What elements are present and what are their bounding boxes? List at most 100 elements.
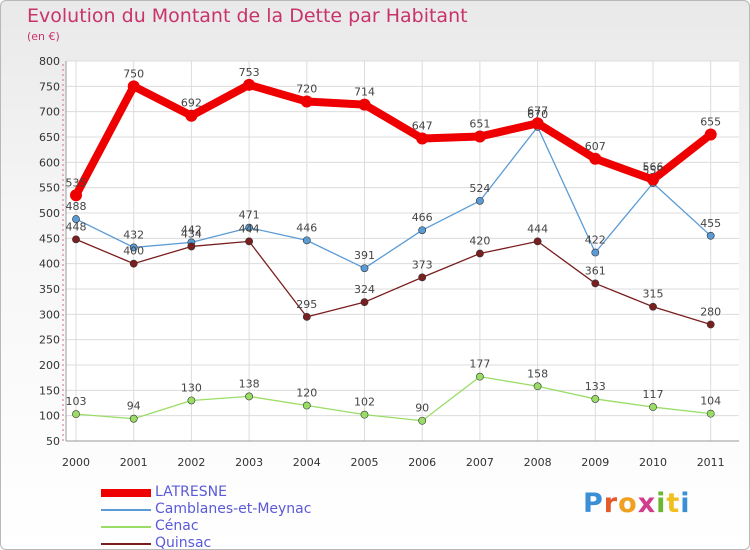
data-label-camblanes-et-meynac: 471: [239, 209, 260, 222]
legend-swatch-camblanes: [101, 509, 151, 511]
data-point-cenac: [187, 396, 196, 405]
x-tick-label: 2009: [581, 456, 609, 469]
data-point-camblanes-et-meynac: [591, 248, 600, 257]
data-label-quinsac: 444: [239, 222, 260, 235]
legend-swatch-cenac: [101, 526, 151, 528]
data-label-cenac: 133: [585, 380, 606, 393]
x-tick-label: 2005: [351, 456, 379, 469]
data-point-cenac: [302, 401, 311, 410]
data-point-latresne: [358, 98, 371, 111]
data-point-quinsac: [302, 312, 311, 321]
data-label-latresne: 607: [585, 140, 606, 153]
data-point-cenac: [360, 410, 369, 419]
x-tick-label: 2003: [235, 456, 263, 469]
data-point-quinsac: [245, 237, 253, 246]
y-tick-label: 300: [39, 308, 60, 321]
data-label-quinsac: 400: [123, 245, 144, 258]
data-point-camblanes-et-meynac: [475, 196, 484, 205]
data-point-quinsac: [475, 249, 484, 258]
data-label-latresne: 647: [412, 120, 433, 133]
y-tick-label: 500: [39, 207, 60, 220]
legend-label-quinsac: Quinsac: [155, 535, 212, 550]
y-tick-label: 100: [39, 410, 60, 423]
legend-swatch-latresne: [101, 489, 151, 497]
y-tick-label: 200: [39, 359, 60, 372]
series-line-cenac: [75, 376, 712, 422]
data-label-latresne: 753: [239, 66, 260, 79]
data-point-quinsac: [360, 298, 369, 307]
data-label-cenac: 104: [700, 395, 721, 408]
data-point-latresne: [70, 189, 82, 202]
x-tick-label: 2000: [62, 456, 90, 469]
data-label-quinsac: 420: [469, 235, 490, 248]
data-point-cenac: [591, 395, 600, 403]
data-point-cenac: [72, 410, 80, 419]
data-point-camblanes-et-meynac: [245, 223, 253, 232]
data-point-camblanes-et-meynac: [418, 226, 427, 235]
logo-letter: t: [666, 488, 681, 519]
data-label-quinsac: 361: [585, 264, 606, 277]
data-point-cenac: [418, 416, 427, 425]
data-point-quinsac: [649, 302, 657, 311]
data-label-cenac: 130: [181, 381, 202, 394]
series-line-camblanes-et-meynac: [75, 126, 712, 269]
data-label-quinsac: 295: [296, 298, 317, 311]
data-point-latresne: [185, 109, 198, 122]
data-label-camblanes-et-meynac: 391: [354, 249, 375, 262]
data-point-quinsac: [418, 273, 427, 282]
data-point-cenac: [706, 409, 715, 418]
data-point-cenac: [475, 372, 484, 381]
data-point-cenac: [129, 414, 138, 423]
data-point-latresne: [531, 117, 544, 130]
legend-label-camblanes: Camblanes-et-Meynac: [155, 501, 312, 517]
data-point-latresne: [300, 95, 313, 108]
data-label-latresne: 714: [354, 86, 375, 99]
x-tick-label: 2004: [293, 456, 321, 469]
data-label-latresne: 692: [181, 97, 202, 110]
data-point-cenac: [533, 382, 542, 391]
plot-area: [66, 61, 739, 441]
chart-title: Evolution du Montant de la Dette par Hab…: [27, 5, 468, 27]
data-label-camblanes-et-meynac: 442: [181, 223, 202, 236]
legend-label-cenac: Cénac: [155, 518, 199, 534]
data-label-cenac: 94: [127, 400, 141, 413]
y-tick-label: 50: [46, 435, 60, 448]
x-tick-label: 2010: [639, 456, 667, 469]
data-point-latresne: [127, 80, 140, 93]
y-tick-label: 350: [39, 283, 60, 296]
data-point-latresne: [589, 152, 602, 165]
data-label-camblanes-et-meynac: 670: [527, 108, 548, 121]
data-label-camblanes-et-meynac: 466: [412, 211, 433, 224]
data-point-latresne: [243, 78, 256, 91]
data-label-quinsac: 434: [181, 227, 202, 240]
data-label-camblanes-et-meynac: 455: [700, 217, 721, 230]
data-label-cenac: 90: [415, 402, 429, 415]
logo-letter: i: [656, 488, 667, 519]
chart-subtitle: (en €): [27, 30, 60, 43]
data-point-camblanes-et-meynac: [360, 264, 369, 273]
series-line-quinsac: [75, 238, 712, 326]
y-tick-label: 250: [39, 334, 60, 347]
data-point-cenac: [649, 403, 657, 411]
data-point-quinsac: [706, 320, 715, 329]
legend-label-latresne: LATRESNE: [155, 484, 227, 500]
data-label-cenac: 158: [527, 367, 548, 380]
x-tick-label: 2007: [466, 456, 494, 469]
data-point-latresne: [704, 128, 717, 141]
data-point-quinsac: [533, 237, 542, 246]
y-tick-label: 450: [39, 232, 60, 245]
data-point-latresne: [647, 173, 659, 186]
data-label-camblanes-et-meynac: 422: [585, 234, 606, 247]
data-label-latresne: 566: [643, 161, 664, 174]
y-tick-label: 550: [39, 182, 60, 195]
logo-letter: i: [680, 488, 691, 519]
data-point-cenac: [245, 392, 253, 401]
logo-letter: o: [618, 488, 638, 519]
data-label-quinsac: 448: [66, 220, 87, 233]
legend-swatch-quinsac: [101, 543, 151, 545]
data-point-camblanes-et-meynac: [302, 236, 311, 245]
data-label-latresne: 720: [296, 83, 317, 96]
y-tick-label: 700: [39, 106, 60, 119]
x-tick-label: 2001: [120, 456, 148, 469]
